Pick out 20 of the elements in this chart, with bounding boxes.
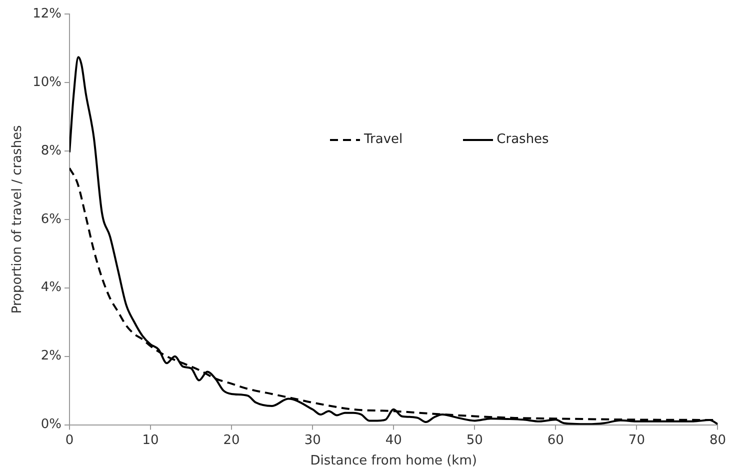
x-tick-label: 50	[466, 432, 483, 448]
y-tick-label: 0%	[40, 417, 62, 432]
legend-label: Crashes	[496, 132, 549, 147]
y-tick-label: 12%	[32, 6, 62, 22]
x-tick-label: 80	[709, 432, 726, 448]
y-tick-label: 4%	[40, 280, 62, 296]
x-tick-label: 70	[628, 432, 645, 448]
y-tick-label: 8%	[40, 143, 62, 158]
x-axis-title: Distance from home (km)	[310, 454, 477, 469]
legend-label: Travel	[364, 132, 403, 147]
x-tick-label: 60	[547, 432, 564, 448]
y-axis-title: Proportion of travel / crashes	[10, 124, 26, 314]
x-tick-label: 20	[223, 432, 240, 448]
y-tick-label: 10%	[32, 74, 62, 90]
x-tick-label: 40	[385, 432, 402, 448]
x-tick-label: 30	[304, 432, 321, 448]
x-tick-label: 10	[142, 432, 159, 448]
x-tick-label: 0	[65, 432, 74, 448]
y-tick-label: 2%	[40, 348, 62, 364]
y-tick-label: 6%	[40, 212, 62, 227]
